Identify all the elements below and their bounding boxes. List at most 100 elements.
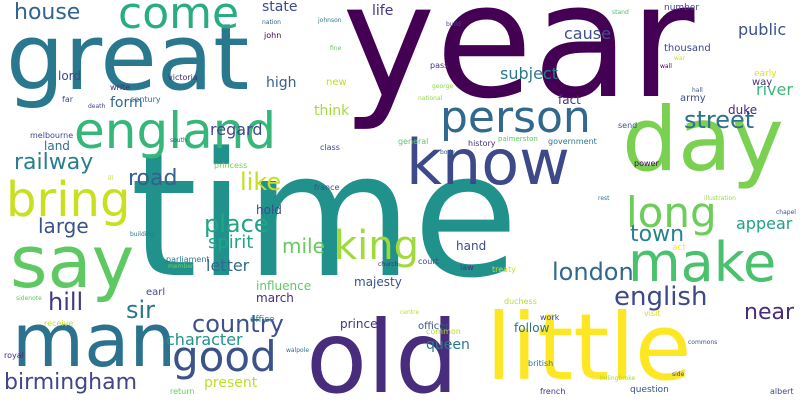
word-public: public xyxy=(738,20,787,39)
word-good: good xyxy=(172,332,277,381)
word-time: time xyxy=(130,115,519,316)
word-church: church xyxy=(378,261,399,268)
word-army: army xyxy=(680,93,706,104)
word-large: large xyxy=(38,214,89,238)
word-court: court xyxy=(418,257,439,266)
word-cause: cause xyxy=(564,24,611,43)
word-prince: prince xyxy=(340,317,378,331)
word-hand: hand xyxy=(456,239,487,253)
word-way: way xyxy=(752,77,773,88)
word-letter: letter xyxy=(206,256,250,275)
word-building: building xyxy=(130,231,155,238)
word-write: write xyxy=(110,83,131,92)
word-subject: subject xyxy=(500,64,558,83)
word-send: send xyxy=(618,121,638,130)
word-long: long xyxy=(626,188,717,237)
word-majesty: majesty xyxy=(354,275,402,289)
word-bolingbroke: bolingbroke xyxy=(600,375,636,382)
word-fine: fine xyxy=(330,45,342,52)
word-class: class xyxy=(320,143,340,152)
word-bring: bring xyxy=(6,172,131,228)
word-century: century xyxy=(130,95,161,104)
word-england: england xyxy=(74,102,277,160)
word-man: man xyxy=(12,298,177,384)
word-body: body xyxy=(440,149,455,156)
word-palmerston: palmerston xyxy=(498,135,538,143)
word-birmingham: birmingham xyxy=(4,370,138,395)
word-day: day xyxy=(622,88,784,191)
word-come: come xyxy=(118,0,240,39)
word-national: national xyxy=(418,95,443,102)
word-build: build xyxy=(446,21,461,28)
word-british: british xyxy=(528,359,554,368)
word-appear: appear xyxy=(736,214,793,233)
word-visit: visit xyxy=(644,309,661,318)
word-thousand: thousand xyxy=(664,43,711,54)
word-little: little xyxy=(486,294,692,400)
word-south: south xyxy=(170,137,187,144)
word-land: land xyxy=(44,139,70,153)
word-george: george xyxy=(432,83,454,90)
word-duke: duke xyxy=(728,103,758,117)
word-princess: princess xyxy=(214,161,248,170)
word-ill: ill xyxy=(108,175,114,182)
word-regard: regard xyxy=(210,120,263,139)
word-centre: centre xyxy=(400,309,420,316)
word-illustration: illustration xyxy=(704,195,736,202)
word-say: say xyxy=(10,220,135,304)
word-mile: mile xyxy=(282,234,325,258)
word-walpole: walpole xyxy=(286,347,310,354)
word-lord: lord xyxy=(58,69,82,83)
word-common: common xyxy=(426,327,461,336)
word-old: old xyxy=(306,299,459,400)
word-number: number xyxy=(664,3,700,13)
word-place: place xyxy=(204,210,269,238)
word-like: like xyxy=(240,168,282,196)
word-king: king xyxy=(334,223,420,269)
word-treaty: treaty xyxy=(492,265,516,274)
word-follow: follow xyxy=(514,321,550,335)
word-hill: hill xyxy=(48,288,84,316)
word-form: form xyxy=(110,95,143,111)
word-road: road xyxy=(128,166,178,191)
word-sidenote: sidenote xyxy=(16,295,42,302)
word-high: high xyxy=(266,75,297,91)
word-john: john xyxy=(264,31,282,40)
word-influence: influence xyxy=(256,279,312,293)
word-johnson: johnson xyxy=(318,17,342,24)
word-earl: earl xyxy=(146,287,166,298)
word-french: french xyxy=(540,387,566,396)
word-parliament: parliament xyxy=(166,255,210,264)
word-stand: stand xyxy=(612,9,629,16)
word-spirit: spirit xyxy=(208,232,254,253)
word-near: near xyxy=(744,300,795,325)
word-law: law xyxy=(460,263,474,272)
word-state: state xyxy=(262,0,298,15)
word-commons: commons xyxy=(688,339,718,346)
word-officer: officer xyxy=(418,321,450,332)
word-life: life xyxy=(372,3,394,19)
word-year: year xyxy=(342,0,695,134)
word-france: france xyxy=(314,183,340,192)
word-chapel: chapel xyxy=(776,209,796,216)
word-make: make xyxy=(628,231,777,294)
word-think: think xyxy=(314,103,350,119)
word-royal: royal xyxy=(4,351,24,360)
word-person: person xyxy=(440,92,591,143)
word-hold: hold xyxy=(256,203,282,217)
word-office: office xyxy=(250,315,275,325)
word-new: new xyxy=(326,77,347,88)
word-country: country xyxy=(192,310,284,338)
word-wall: wall xyxy=(660,63,672,70)
word-power: power xyxy=(634,159,659,168)
word-death: death xyxy=(88,103,106,110)
word-government: government xyxy=(548,137,597,146)
word-fact: fact xyxy=(558,93,581,107)
word-queen: queen xyxy=(426,337,470,353)
word-great: great xyxy=(6,4,250,111)
word-town: town xyxy=(630,222,685,247)
word-side: side xyxy=(672,371,685,378)
word-early: early xyxy=(754,69,777,79)
word-street: street xyxy=(684,106,755,134)
